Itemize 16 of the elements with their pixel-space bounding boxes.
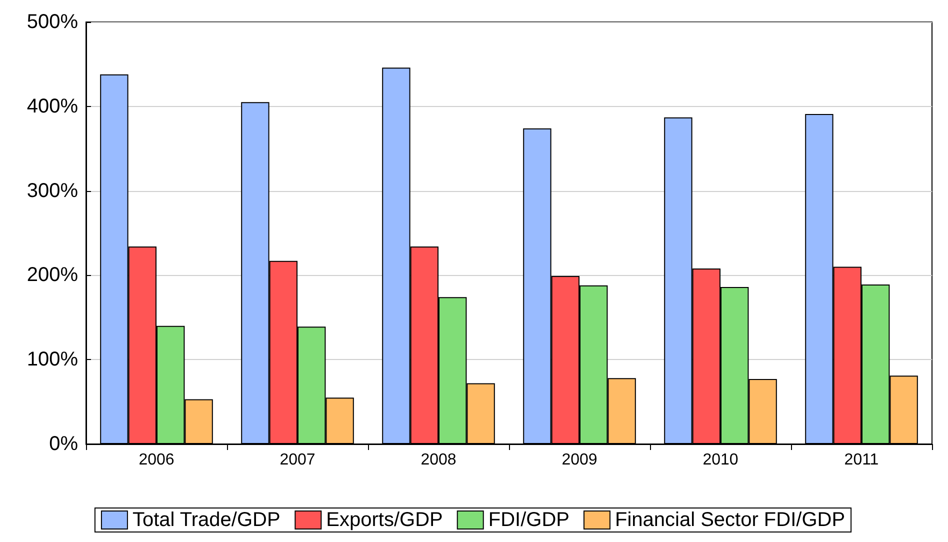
x-tick-label: 2011	[844, 452, 879, 468]
x-tick-label: 2008	[420, 452, 456, 468]
x-tick-label: 2007	[280, 452, 316, 468]
x-tick-label: 2006	[138, 452, 174, 468]
y-tick-label: 400%	[26, 95, 78, 118]
y-tick-label: 100%	[26, 348, 78, 371]
y-tick-label: 200%	[26, 264, 78, 286]
legend-label: FDI/GDP	[488, 509, 570, 531]
legend-label: Exports/GDP	[326, 509, 443, 531]
y-tick-label: 300%	[26, 180, 78, 202]
y-tick-label: 500%	[26, 11, 78, 33]
legend-label: Financial Sector FDI/GDP	[614, 509, 846, 531]
x-tick-label: 2009	[562, 452, 598, 468]
x-tick-label: 2010	[702, 452, 738, 468]
legend-label: Total Trade/GDP	[132, 509, 280, 531]
y-tick-label: 0%	[49, 433, 78, 455]
